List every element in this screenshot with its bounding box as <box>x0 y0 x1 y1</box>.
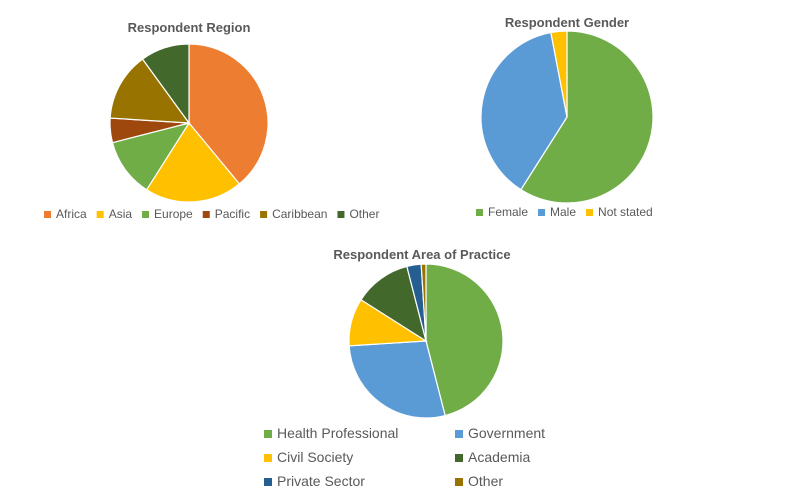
legend-label: Health Professional <box>277 425 398 441</box>
legend-label: Caribbean <box>272 207 327 221</box>
legend-swatch <box>476 209 483 216</box>
legend-swatch <box>455 478 463 486</box>
pie-chart-0: Respondent Region Africa Asia Europe Pacific… <box>44 20 379 221</box>
pie-slice-other <box>141 43 190 125</box>
pie-slice-europe <box>111 122 191 191</box>
legend-label: Academia <box>468 449 530 465</box>
legend-swatch <box>44 211 51 218</box>
legend-swatch <box>264 478 272 486</box>
legend-swatch <box>96 211 104 218</box>
legend-label: Government <box>468 425 545 441</box>
legend-swatch <box>455 454 463 462</box>
legend-label: Other <box>468 473 503 489</box>
chart-title: Respondent Area of Practice <box>333 247 510 262</box>
pie-slice-health-professional <box>425 263 504 417</box>
legend-swatch <box>264 454 272 462</box>
pie-slice-government <box>348 340 446 419</box>
legend-swatch <box>455 430 463 438</box>
pie-slice-female <box>520 30 654 204</box>
pie-slice-africa <box>188 43 269 185</box>
legend-label: Not stated <box>598 205 653 219</box>
pie-slice-not-stated <box>550 30 568 118</box>
legend-label: Europe <box>154 207 193 221</box>
pie-chart-2: Respondent Area of Practice Health Profes… <box>264 247 545 489</box>
legend-swatch <box>142 211 150 218</box>
pie-slice-male <box>480 31 568 191</box>
legend-label: Civil Society <box>277 449 353 465</box>
pie-chart-1: Respondent Gender Female Male Not stated <box>476 15 654 219</box>
legend-label: Asia <box>109 207 133 221</box>
legend-label: Pacific <box>215 207 250 221</box>
legend-swatch <box>264 430 272 438</box>
legend-label: Male <box>550 205 576 219</box>
legend-swatch <box>337 211 345 218</box>
legend-swatch <box>202 211 210 218</box>
legend-label: Africa <box>56 207 87 221</box>
pie-slice-asia <box>145 121 241 203</box>
legend-swatch <box>538 209 546 216</box>
pie-slice-other <box>420 263 427 342</box>
legend-label: Other <box>349 207 379 221</box>
legend-label: Female <box>488 205 528 219</box>
pie-slice-caribbean <box>109 58 191 124</box>
chart-title: Respondent Gender <box>505 15 629 30</box>
legend-label: Private Sector <box>277 473 365 489</box>
chart-title: Respondent Region <box>128 20 251 35</box>
legend-swatch <box>260 211 268 218</box>
legend-swatch <box>586 209 594 216</box>
